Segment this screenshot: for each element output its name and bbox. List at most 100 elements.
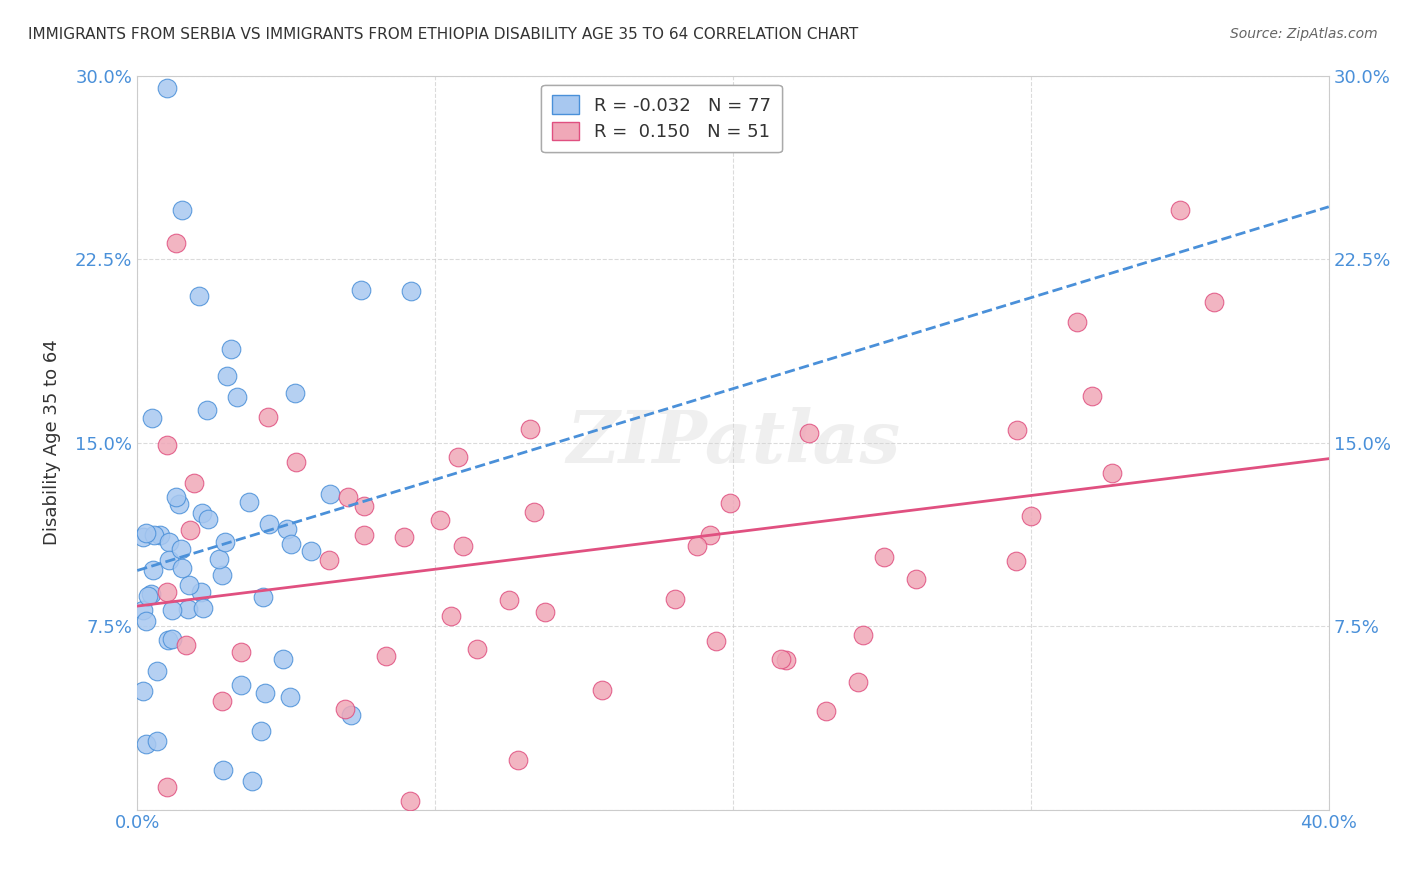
Point (156, 780, 179, 794)
Point (229, 678, 252, 692)
Point (904, 572, 927, 586)
Point (1168, 203, 1191, 218)
Point (157, 535, 180, 549)
Point (1081, 389, 1104, 403)
Point (160, 632, 183, 646)
Point (136, 589, 159, 603)
Point (165, 490, 187, 504)
Point (523, 505, 546, 519)
Point (169, 542, 191, 557)
Point (141, 411, 163, 425)
Point (208, 551, 231, 566)
Point (276, 522, 298, 536)
Legend: R = -0.032   N = 77, R =  0.150   N = 51: R = -0.032 N = 77, R = 0.150 N = 51 (541, 85, 782, 153)
Point (191, 601, 214, 615)
Point (156, 80, 179, 95)
Point (349, 283, 371, 297)
Point (231, 644, 253, 658)
Point (704, 633, 727, 648)
Point (284, 455, 307, 469)
Point (873, 549, 896, 564)
Point (664, 591, 686, 606)
Point (146, 733, 169, 747)
Point (399, 794, 422, 808)
Point (440, 609, 463, 624)
Point (215, 368, 238, 383)
Point (318, 486, 340, 500)
Point (770, 652, 793, 666)
Point (134, 738, 156, 752)
Point (453, 539, 475, 553)
Point (446, 450, 468, 465)
Point (280, 537, 302, 551)
Point (197, 512, 219, 526)
Point (149, 528, 172, 542)
Point (299, 544, 322, 558)
Point (156, 438, 179, 452)
Point (195, 403, 218, 417)
Point (846, 675, 869, 690)
Point (284, 385, 307, 400)
Point (318, 552, 340, 566)
Point (257, 410, 280, 425)
Point (238, 495, 260, 509)
Point (135, 525, 157, 540)
Point (226, 390, 249, 404)
Point (498, 593, 520, 607)
Point (1202, 294, 1225, 309)
Point (399, 284, 422, 298)
Point (170, 560, 193, 574)
Point (1019, 508, 1042, 523)
Point (135, 614, 157, 628)
Point (132, 603, 155, 617)
Point (1101, 466, 1123, 480)
Point (815, 704, 838, 718)
Point (699, 528, 721, 542)
Point (219, 343, 242, 357)
Point (132, 530, 155, 544)
Point (212, 764, 235, 778)
Point (686, 539, 709, 553)
Point (278, 690, 301, 705)
Point (340, 707, 363, 722)
Text: Source: ZipAtlas.com: Source: ZipAtlas.com (1230, 27, 1378, 41)
Point (190, 585, 212, 599)
Point (162, 603, 184, 617)
Point (1066, 315, 1088, 329)
Point (211, 693, 233, 707)
Point (165, 235, 187, 250)
Point (519, 422, 541, 436)
Point (508, 753, 530, 767)
Point (157, 553, 180, 567)
Text: ZIPatlas: ZIPatlas (567, 407, 900, 478)
Point (429, 513, 451, 527)
Point (775, 653, 797, 667)
Point (142, 564, 165, 578)
Point (465, 642, 488, 657)
Text: IMMIGRANTS FROM SERBIA VS IMMIGRANTS FROM ETHIOPIA DISABILITY AGE 35 TO 64 CORRE: IMMIGRANTS FROM SERBIA VS IMMIGRANTS FRO… (28, 27, 859, 42)
Point (353, 527, 375, 541)
Point (533, 605, 555, 619)
Point (253, 685, 276, 699)
Point (852, 628, 875, 642)
Point (252, 591, 274, 605)
Point (333, 701, 356, 715)
Point (273, 652, 295, 666)
Point (156, 585, 179, 599)
Point (142, 527, 165, 541)
Point (374, 648, 396, 663)
Point (146, 664, 169, 678)
Point (797, 425, 820, 440)
Point (392, 530, 415, 544)
Point (187, 289, 209, 303)
Point (1007, 423, 1029, 437)
Point (157, 633, 180, 648)
Point (336, 490, 359, 504)
Point (591, 682, 613, 697)
Point (179, 523, 201, 537)
Point (718, 496, 741, 510)
Point (257, 517, 280, 532)
Point (132, 684, 155, 698)
Point (183, 476, 205, 491)
Point (214, 534, 236, 549)
